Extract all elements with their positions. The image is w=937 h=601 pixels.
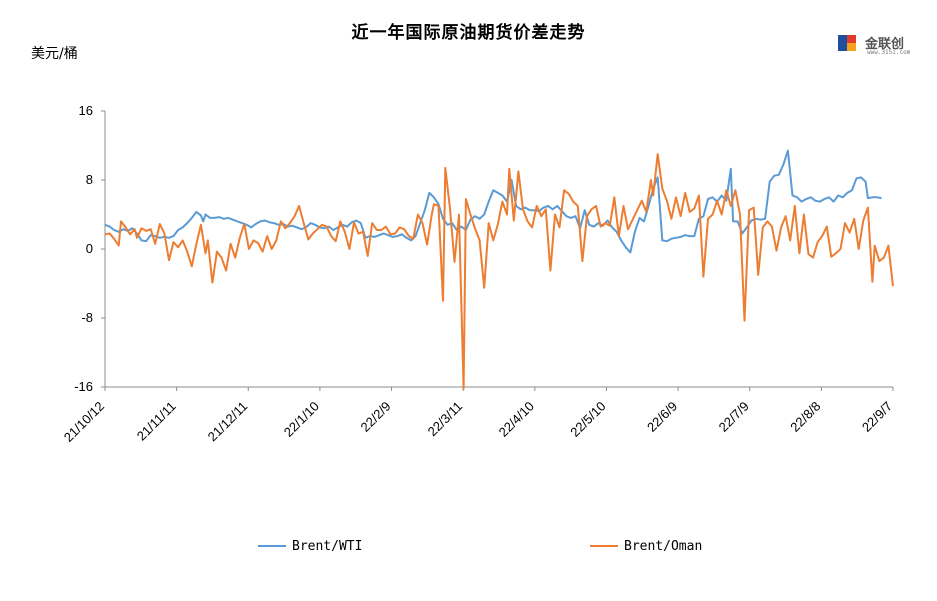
legend-item-brent-wti: Brent/WTI bbox=[258, 537, 362, 555]
x-tick-label: 22/9/7 bbox=[859, 399, 895, 435]
series-lines bbox=[104, 149, 894, 390]
x-tick-label: 22/3/11 bbox=[425, 399, 466, 440]
legend-swatch-brent-wti bbox=[258, 545, 286, 547]
y-tick-label: 0 bbox=[86, 241, 93, 256]
x-tick-label: 21/11/11 bbox=[134, 399, 179, 444]
chart-title: 近一年国际原油期货价差走势 bbox=[351, 23, 586, 43]
series-line-brent-oman bbox=[104, 153, 894, 390]
legend-swatch-brent-oman bbox=[590, 545, 618, 547]
x-tick-label: 22/7/9 bbox=[716, 399, 752, 435]
legend-item-brent-oman: Brent/Oman bbox=[590, 537, 702, 555]
x-tick-label: 22/2/9 bbox=[357, 399, 393, 435]
x-tick-label: 22/4/10 bbox=[496, 399, 537, 440]
y-tick-label: -16 bbox=[74, 379, 93, 394]
x-tick-label: 21/12/11 bbox=[205, 399, 251, 445]
series-line-brent-wti bbox=[104, 149, 882, 254]
y-tick-label: -8 bbox=[81, 310, 93, 325]
legend-label-brent-oman: Brent/Oman bbox=[624, 538, 703, 554]
x-axis-ticks: 21/10/12 21/11/11 21/12/11 22/1/10 22/2/9 22/… bbox=[61, 387, 895, 445]
chart-axes bbox=[104, 111, 893, 388]
logo-mark-icon bbox=[838, 35, 856, 51]
x-tick-label: 21/10/12 bbox=[61, 399, 107, 445]
x-tick-label: 22/1/10 bbox=[281, 399, 322, 440]
x-tick-label: 22/8/8 bbox=[787, 399, 823, 435]
x-tick-label: 22/5/10 bbox=[567, 399, 608, 440]
brand-logo: 金联创 www.315i.com bbox=[836, 31, 920, 57]
legend-label-brent-wti: Brent/WTI bbox=[292, 538, 363, 554]
x-tick-label: 22/6/9 bbox=[644, 399, 680, 435]
y-tick-label: 16 bbox=[79, 103, 93, 118]
y-tick-label: 8 bbox=[86, 172, 93, 187]
y-axis-ticks: 16 8 0 -8 -16 bbox=[74, 103, 105, 394]
y-axis-unit-label: 美元/桶 bbox=[31, 46, 78, 62]
